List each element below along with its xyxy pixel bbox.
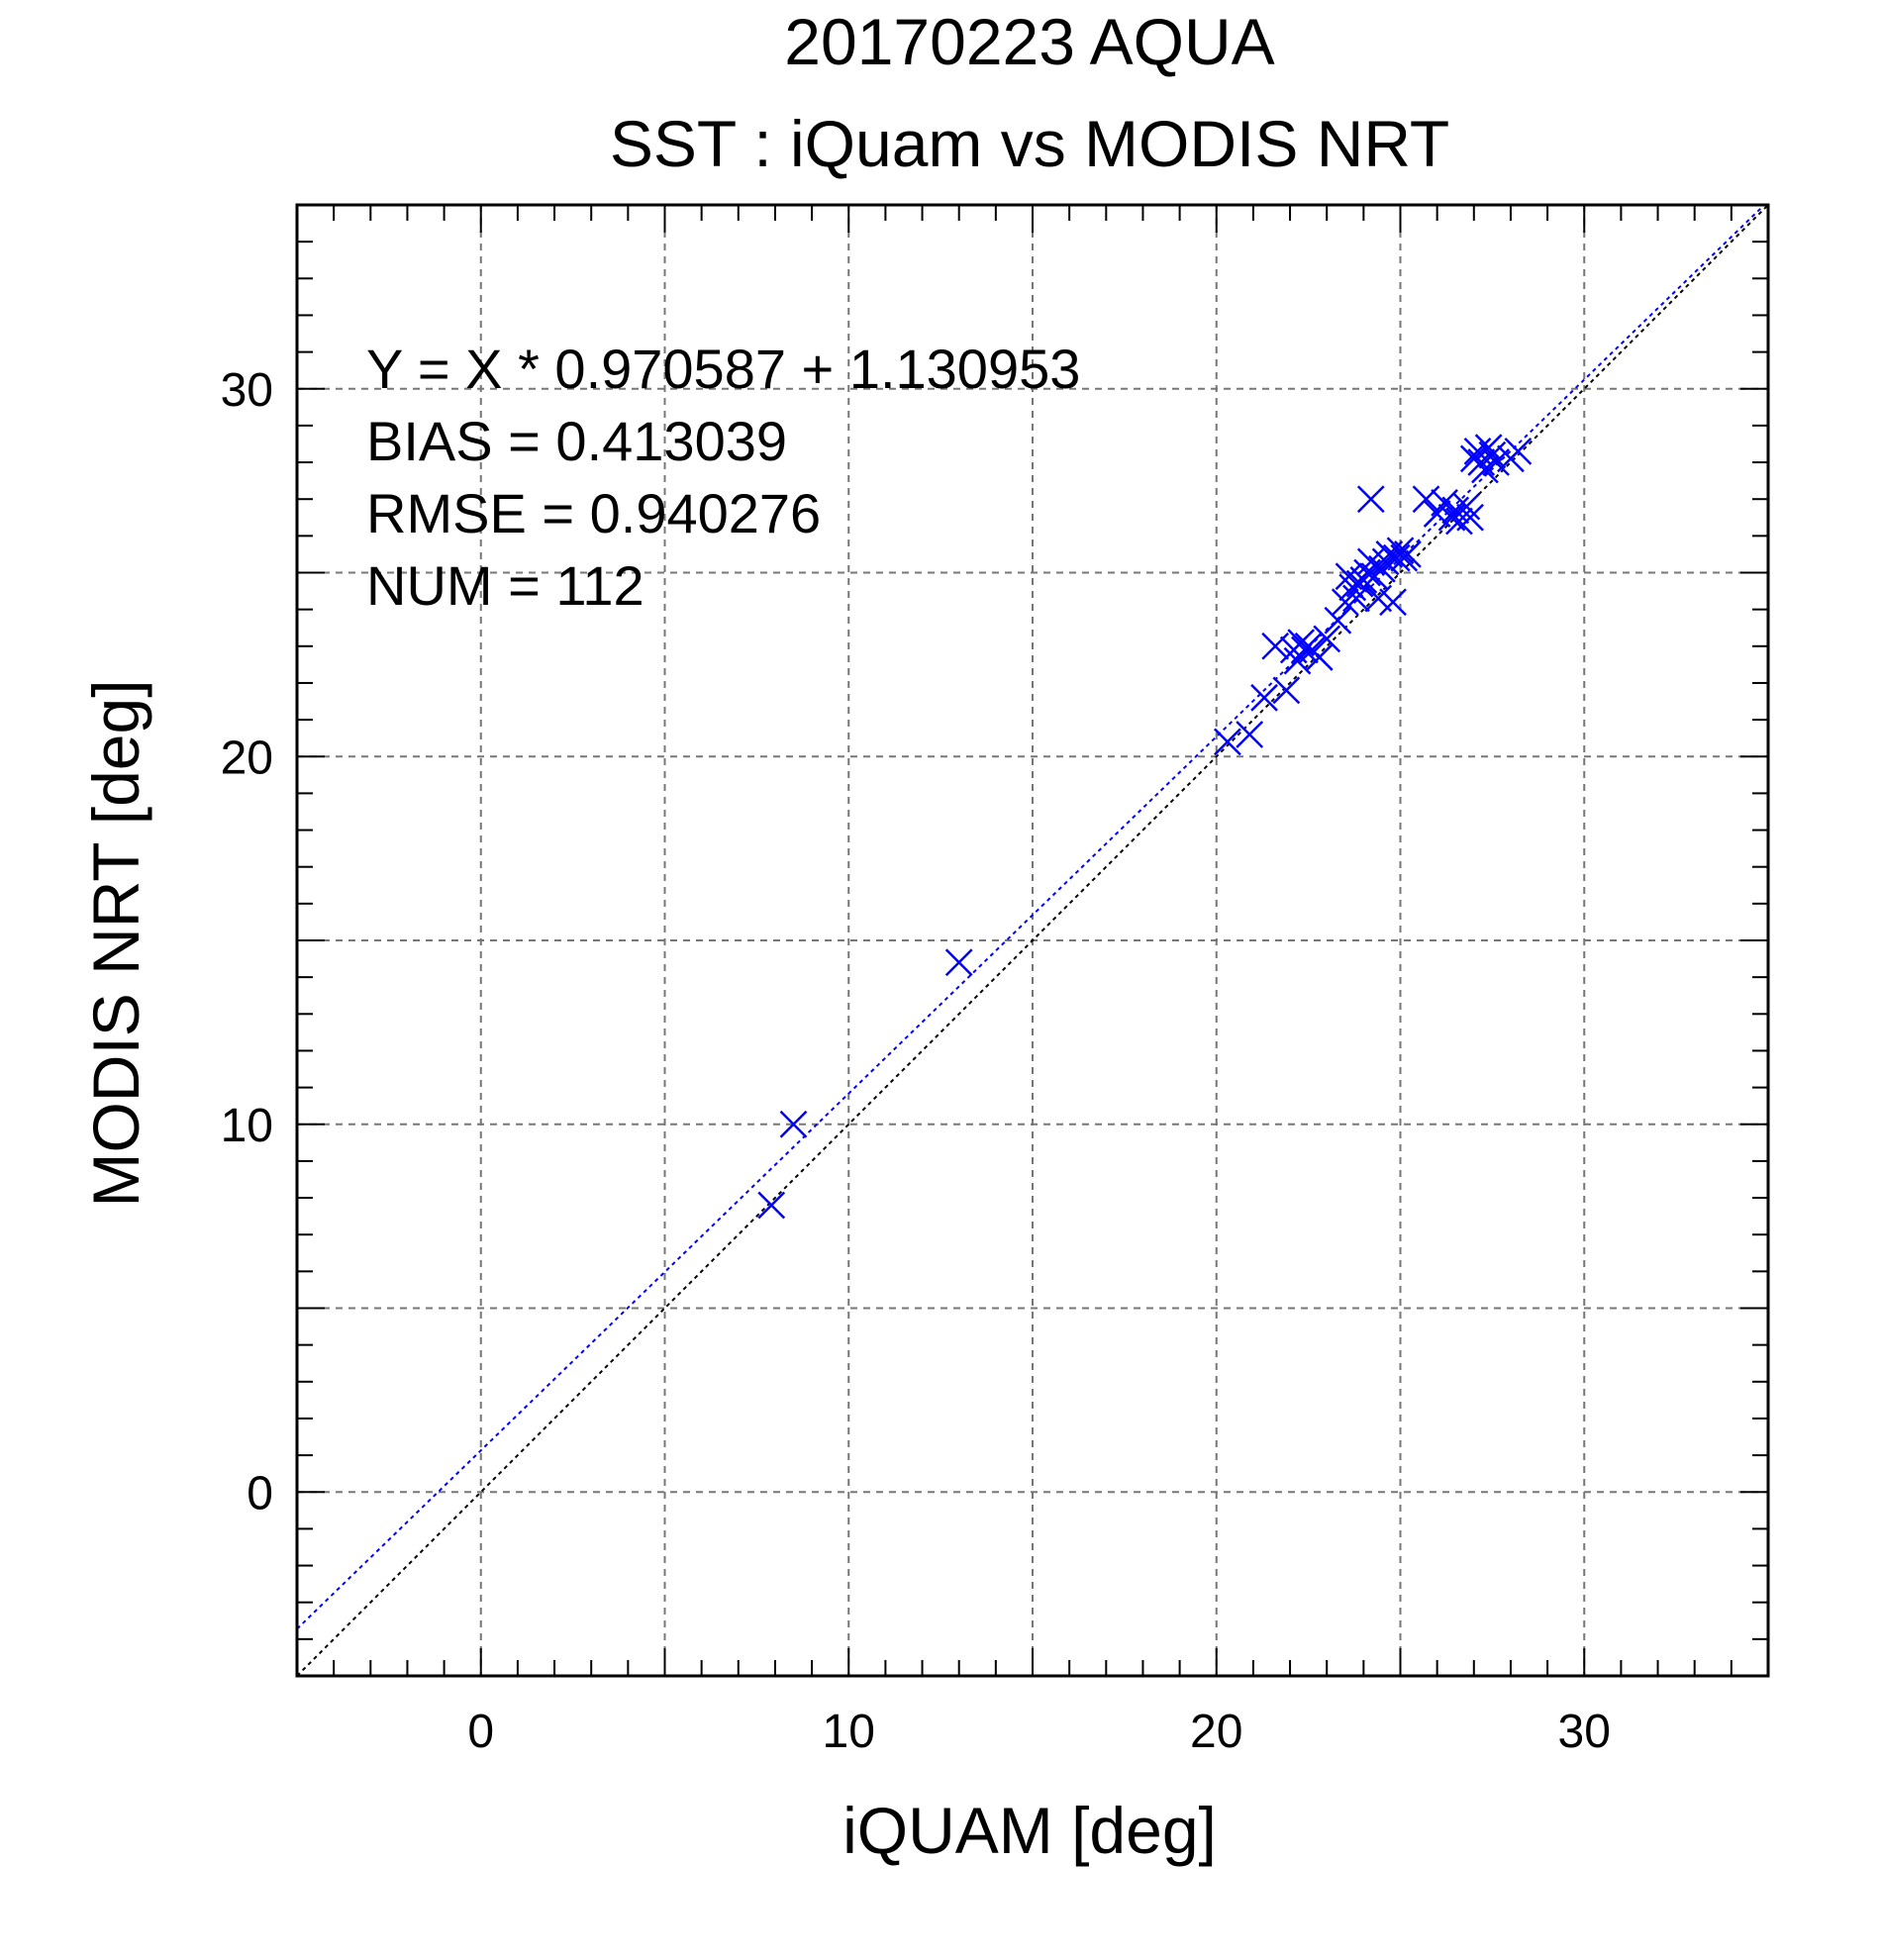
- x-tick-label: 20: [1190, 1706, 1242, 1758]
- y-tick-label: 0: [247, 1467, 273, 1519]
- data-point-stroke: [1313, 625, 1341, 653]
- x-tick-labels: 0 10 20 30: [467, 1706, 1611, 1758]
- data-point-stroke: [1371, 547, 1400, 576]
- x-tick-label: 0: [467, 1706, 494, 1758]
- plot-frame: [295, 203, 1770, 1678]
- data-point: [1504, 438, 1533, 465]
- data-point: [1382, 543, 1411, 572]
- data-point: [1478, 441, 1507, 469]
- data-point-stroke: [1356, 485, 1385, 514]
- x-axis-label: iQUAM [deg]: [842, 1794, 1217, 1867]
- regression-stats: Y = X * 0.970587 + 1.130953 BIAS = 0.413…: [366, 338, 1080, 617]
- data-point-stroke: [1364, 584, 1393, 613]
- data-point: [1214, 728, 1241, 756]
- data-point: [1349, 566, 1378, 594]
- data-point: [1261, 632, 1290, 660]
- data-point: [1250, 683, 1278, 712]
- data-point: [779, 1110, 808, 1138]
- data-point-stroke: [1452, 492, 1481, 521]
- minor-ticks: [297, 205, 1768, 1676]
- data-point-stroke: [1335, 562, 1363, 591]
- data-point-stroke: [1356, 547, 1385, 576]
- identity-line: [296, 204, 1769, 1677]
- data-point-stroke: [1250, 683, 1278, 712]
- y-tick-label: 10: [221, 1100, 273, 1152]
- data-point: [1371, 547, 1400, 576]
- chart-title: 20170223 AQUA: [784, 5, 1274, 78]
- data-point-stroke: [1349, 566, 1378, 594]
- data-point-stroke: [1445, 507, 1473, 536]
- data-point-stroke: [1431, 489, 1458, 517]
- data-point-stroke: [1394, 540, 1422, 568]
- data-point: [1313, 625, 1341, 653]
- data-point: [1386, 537, 1415, 565]
- rmse-stat: RMSE = 0.940276: [366, 482, 821, 544]
- data-point-stroke: [1463, 438, 1492, 465]
- x-tick-label: 30: [1558, 1706, 1611, 1758]
- data-point-stroke: [1379, 588, 1407, 617]
- data-point: [1272, 676, 1301, 705]
- data-point-stroke: [944, 948, 973, 977]
- data-point-stroke: [1331, 588, 1359, 617]
- data-point: [1456, 503, 1484, 532]
- data-point: [1412, 485, 1440, 514]
- data-point-stroke: [1456, 503, 1484, 532]
- x-tick-label: 10: [823, 1706, 875, 1758]
- data-point: [1305, 643, 1334, 671]
- chart-subtitle: SST : iQuam vs MODIS NRT: [610, 107, 1449, 180]
- data-point-stroke: [1261, 632, 1290, 660]
- y-tick-label: 30: [221, 364, 273, 417]
- y-tick-labels: 0 10 20 30: [221, 364, 273, 1520]
- data-point: [944, 948, 973, 977]
- data-point-stroke: [1478, 441, 1507, 469]
- regression-equation: Y = X * 0.970587 + 1.130953: [366, 338, 1080, 400]
- data-point-stroke: [1214, 728, 1241, 756]
- data-point: [1331, 588, 1359, 617]
- data-point: [1441, 496, 1470, 525]
- sample-count-stat: NUM = 112: [366, 554, 644, 617]
- data-point: [1324, 606, 1352, 635]
- reference-lines: [296, 204, 1769, 1677]
- bias-stat: BIAS = 0.413039: [366, 410, 787, 472]
- data-point-stroke: [779, 1110, 808, 1138]
- data-point: [1356, 485, 1385, 514]
- data-point-stroke: [1412, 485, 1440, 514]
- data-point-stroke: [757, 1191, 786, 1220]
- data-markers: [757, 434, 1533, 1220]
- data-point-stroke: [1272, 676, 1301, 705]
- data-point: [1379, 588, 1407, 617]
- data-point-stroke: [1382, 543, 1411, 572]
- data-point-stroke: [1504, 438, 1533, 465]
- data-point-stroke: [1474, 434, 1503, 462]
- data-point: [757, 1191, 786, 1220]
- y-axis-label: MODIS NRT [deg]: [79, 679, 152, 1207]
- data-point-stroke: [1324, 606, 1352, 635]
- data-point-stroke: [1236, 721, 1264, 748]
- data-point: [1452, 492, 1481, 521]
- data-point: [1445, 507, 1473, 536]
- data-point: [1474, 434, 1503, 462]
- regression-fit-line: [296, 204, 1765, 1630]
- data-point-stroke: [1305, 643, 1334, 671]
- data-point-stroke: [1441, 496, 1470, 525]
- y-tick-label: 20: [221, 732, 273, 784]
- data-point-stroke: [1287, 629, 1316, 656]
- data-point: [1394, 540, 1422, 568]
- data-point: [1236, 721, 1264, 748]
- data-point-stroke: [1386, 537, 1415, 565]
